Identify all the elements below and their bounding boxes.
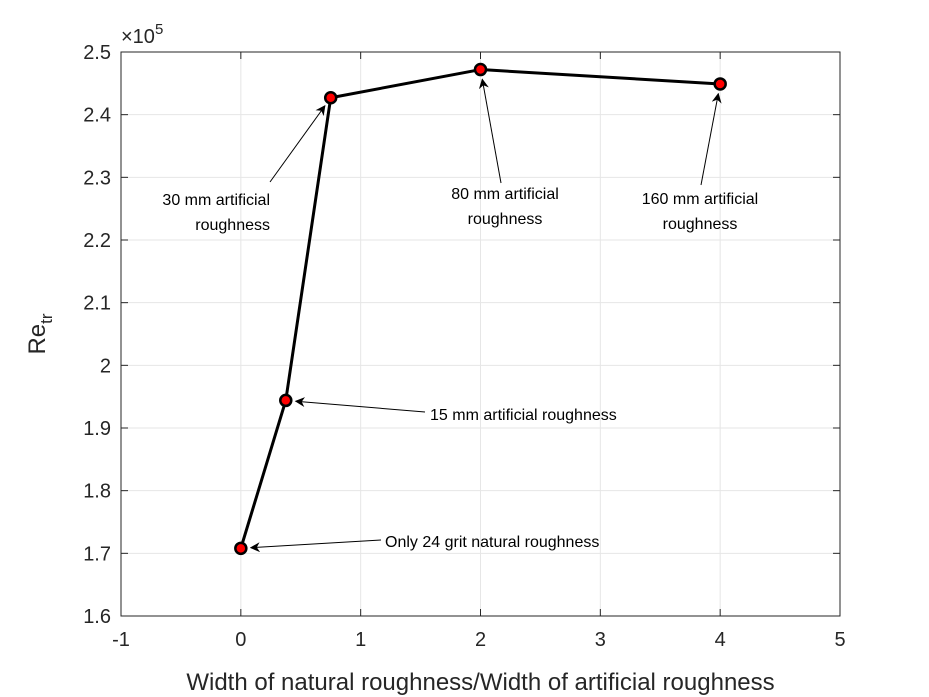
annotation: 80 mm artificial roughness — [451, 78, 559, 228]
x-tick-label: 0 — [235, 629, 246, 651]
y-tick-label: 2.4 — [83, 105, 111, 127]
y-tick-label: 1.8 — [83, 481, 111, 503]
y-axis-label-subscript: tr — [37, 313, 56, 324]
annotation-label: 160 mm artificial roughness — [642, 191, 758, 233]
annotation-label: 30 mm artificial roughness — [162, 192, 270, 234]
annotation-line: 80 mm artificial — [451, 186, 559, 203]
x-tick-label: -1 — [112, 629, 130, 651]
y-axis-exponent-power: 5 — [155, 21, 163, 38]
x-tick-label: 2 — [475, 629, 486, 651]
annotation: Only 24 grit natural roughness — [249, 534, 599, 553]
y-tick-label: 2.2 — [83, 230, 111, 252]
y-tick-label: 1.9 — [83, 418, 111, 440]
annotation: 15 mm artificial roughness — [294, 397, 617, 424]
y-axis-label-main: Re — [24, 324, 51, 355]
y-tick-label: 2 — [100, 355, 111, 377]
annotation-line: roughness — [468, 211, 543, 228]
data-point — [323, 90, 338, 105]
data-point — [713, 77, 727, 91]
x-tick-label: 3 — [595, 629, 606, 651]
annotation-line: Only 24 grit natural roughness — [385, 534, 599, 551]
annotation-line: roughness — [663, 216, 738, 233]
grid — [120, 51, 841, 617]
data-point — [234, 541, 248, 556]
data-point — [279, 393, 293, 408]
annotation-label: 15 mm artificial roughness — [430, 407, 617, 424]
y-tick-label: 2.3 — [83, 167, 111, 189]
annotation-line: 30 mm artificial — [162, 192, 270, 209]
data-series — [234, 62, 727, 556]
annotation-arrow — [249, 539, 382, 553]
annotations: Only 24 grit natural roughness 15 mm arti… — [162, 78, 758, 553]
y-tick-label: 1.7 — [83, 543, 111, 565]
y-tick-label: 1.6 — [83, 606, 111, 628]
y-axis-exponent-base: ×10 — [121, 26, 155, 48]
data-point — [473, 62, 488, 77]
axis-ticks: -1 0 1 2 3 4 5 1.6 1.7 1.8 1.9 2 2.1 2.2 2.3 2.4 2.5 — [83, 42, 845, 651]
y-tick-label: 2.5 — [83, 42, 111, 64]
x-axis-label: Width of natural roughness/Width of arti… — [186, 669, 774, 696]
x-tick-label: 5 — [834, 629, 845, 651]
y-tick-label: 2.1 — [83, 293, 111, 315]
annotation-arrow — [269, 105, 326, 183]
annotation-line: 160 mm artificial — [642, 191, 758, 208]
y-axis-label: Retr — [24, 313, 56, 354]
x-tick-label: 4 — [715, 629, 726, 651]
y-axis-exponent: ×105 — [121, 21, 163, 48]
annotation-arrow — [294, 397, 426, 413]
annotation-arrow — [700, 92, 722, 186]
annotation-label: Only 24 grit natural roughness — [385, 534, 599, 551]
annotation: 30 mm artificial roughness — [162, 105, 326, 234]
annotation-line: 15 mm artificial roughness — [430, 407, 617, 424]
annotation-arrow — [478, 78, 502, 184]
annotation-label: 80 mm artificial roughness — [451, 186, 559, 228]
annotation: 160 mm artificial roughness — [642, 92, 758, 233]
annotation-line: roughness — [195, 217, 270, 234]
x-tick-label: 1 — [355, 629, 366, 651]
